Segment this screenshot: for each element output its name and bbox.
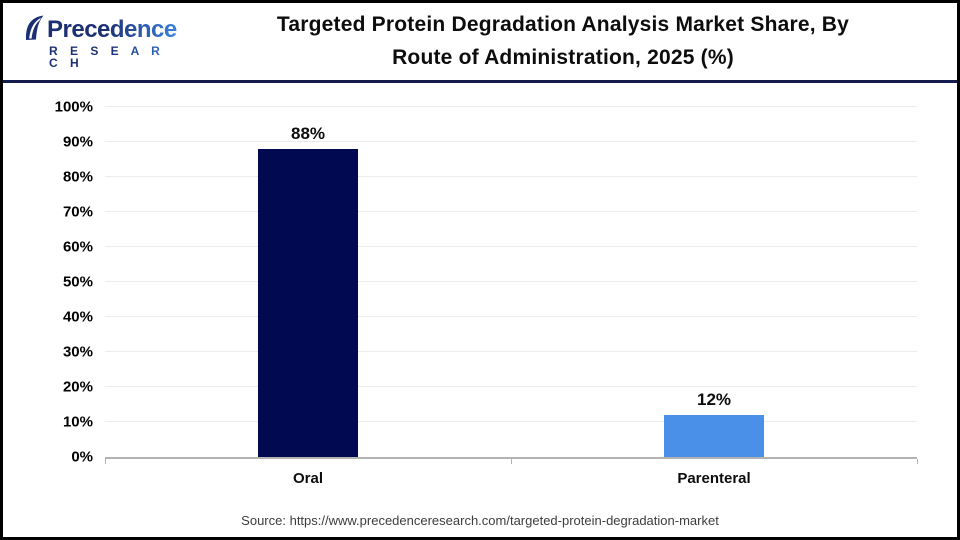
bar-parenteral: 12%: [664, 390, 764, 457]
y-axis-label-0: 0%: [71, 448, 93, 466]
chart-title: Targeted Protein Degradation Analysis Ma…: [183, 9, 957, 74]
gridline-40: [105, 316, 917, 317]
gridline-60: [105, 246, 917, 247]
y-axis-label-10: 10%: [62, 413, 93, 431]
logo-subtitle: R E S E A R C H: [49, 45, 183, 69]
gridline-80: [105, 176, 917, 177]
source-text: Source: https://www.precedenceresearch.c…: [241, 513, 719, 528]
bar-value-label: 88%: [290, 124, 326, 143]
gridline-100: [105, 106, 917, 107]
chart-title-line1: Targeted Protein Degradation Analysis Ma…: [276, 12, 850, 36]
y-axis-label-20: 20%: [62, 378, 93, 396]
leaf-icon: [23, 14, 45, 41]
y-axis-label-50: 50%: [62, 273, 93, 291]
y-axis-label-90: 90%: [62, 133, 93, 151]
x-axis-category-label: Parenteral: [677, 470, 751, 487]
gridline-50: [105, 281, 917, 282]
header-divider: [3, 80, 957, 83]
bar-oral: 88%: [258, 124, 358, 457]
y-axis-label-80: 80%: [62, 168, 93, 186]
gridline-90: [105, 141, 917, 142]
chart-plot-area: 0% 10% 20% 30% 40% 50% 60% 70% 80% 90% 100% 88% Oral…: [55, 100, 918, 487]
bar-slot-parenteral: 12% Parenteral: [511, 107, 917, 487]
brand-logo: Precedence R E S E A R C H: [23, 14, 183, 69]
x-axis-category-label: Oral: [292, 470, 324, 487]
gridline-10: [105, 421, 917, 422]
y-axis-label-70: 70%: [62, 203, 93, 221]
header: Precedence R E S E A R C H Targeted Prot…: [3, 3, 957, 80]
page: Precedence R E S E A R C H Targeted Prot…: [3, 3, 957, 537]
y-axis-label-100: 100%: [54, 98, 93, 116]
gridline-20: [105, 386, 917, 387]
gridline-30: [105, 351, 917, 352]
logo-row: Precedence: [23, 14, 183, 42]
y-axis-label-40: 40%: [62, 308, 93, 326]
x-axis-tick: [917, 459, 918, 464]
x-axis-tick: [511, 459, 512, 464]
gridline-70: [105, 211, 917, 212]
bar-value-label: 12%: [696, 390, 732, 409]
logo-name: Precedence: [47, 16, 177, 43]
y-axis-label-30: 30%: [62, 343, 93, 361]
bar-slot-oral: 88% Oral: [105, 107, 511, 487]
chart-title-line2: Route of Administration, 2025 (%): [392, 45, 734, 69]
x-axis-tick: [105, 459, 106, 464]
y-axis-label-60: 60%: [62, 238, 93, 256]
